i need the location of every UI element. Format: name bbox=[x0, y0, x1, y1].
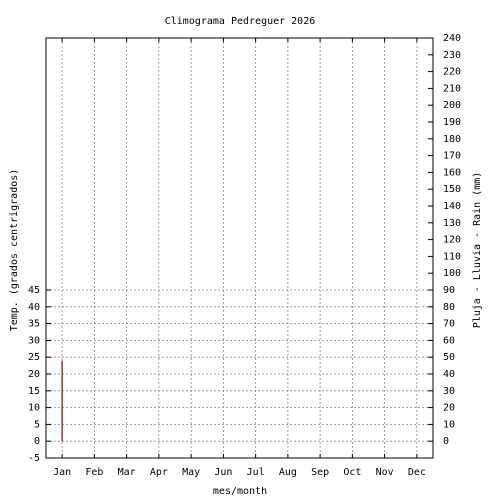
y2-tick-label: 120 bbox=[443, 235, 461, 246]
x-tick-label: Jul bbox=[247, 467, 265, 478]
y2-tick-label: 100 bbox=[443, 268, 461, 279]
y-tick-label: 25 bbox=[28, 352, 40, 363]
y2-tick-label: 150 bbox=[443, 184, 461, 195]
y2-tick-label: 90 bbox=[443, 285, 455, 296]
y-tick-label: -5 bbox=[28, 453, 40, 464]
y-tick-label: 5 bbox=[34, 419, 40, 430]
plot-frame bbox=[45, 37, 434, 459]
y2-tick-label: 110 bbox=[443, 251, 461, 262]
y2-tick-label: 190 bbox=[443, 117, 461, 128]
x-tick-label: Apr bbox=[150, 467, 168, 478]
y2-tick-label: 10 bbox=[443, 419, 455, 430]
y-tick-label: 35 bbox=[28, 319, 40, 330]
y-tick-label: 30 bbox=[28, 335, 40, 346]
y2-tick-label: 170 bbox=[443, 151, 461, 162]
y2-tick-label: 240 bbox=[443, 33, 461, 44]
y-tick-label: 0 bbox=[34, 436, 40, 447]
x-tick-label: Dec bbox=[408, 467, 426, 478]
y-tick-label: 15 bbox=[28, 386, 40, 397]
y-tick-label: 45 bbox=[28, 285, 40, 296]
y2-tick-label: 40 bbox=[443, 369, 455, 380]
y2-tick-label: 60 bbox=[443, 335, 455, 346]
x-tick-label: Jan bbox=[53, 467, 71, 478]
x-tick-label: May bbox=[182, 467, 200, 478]
chart-title: Climograma Pedreguer 2026 bbox=[165, 16, 316, 27]
x-tick-label: Sep bbox=[311, 467, 329, 478]
x-tick-label: Oct bbox=[343, 467, 361, 478]
y2-tick-label: 200 bbox=[443, 100, 461, 111]
y2-tick-label: 140 bbox=[443, 201, 461, 212]
y-tick-label: 20 bbox=[28, 369, 40, 380]
y2-tick-label: 220 bbox=[443, 67, 461, 78]
y2-tick-label: 20 bbox=[443, 403, 455, 414]
y2-tick-label: 30 bbox=[443, 386, 455, 397]
y2-tick-label: 130 bbox=[443, 218, 461, 229]
y2-axis-label: Pluja - Lluvia - Rain (mm) bbox=[472, 172, 483, 329]
y2-tick-label: 70 bbox=[443, 319, 455, 330]
y2-tick-label: 80 bbox=[443, 302, 455, 313]
x-axis-label: mes/month bbox=[213, 486, 267, 497]
y2-tick-label: 180 bbox=[443, 134, 461, 145]
y2-tick-label: 230 bbox=[443, 50, 461, 61]
y2-tick-label: 0 bbox=[443, 436, 449, 447]
y-axis-label: Temp. (grados centrigrados) bbox=[9, 169, 20, 332]
y-tick-label: 10 bbox=[28, 403, 40, 414]
x-tick-label: Nov bbox=[376, 467, 394, 478]
x-tick-label: Aug bbox=[279, 467, 297, 478]
y2-tick-label: 160 bbox=[443, 167, 461, 178]
y2-tick-label: 210 bbox=[443, 83, 461, 94]
x-tick-label: Feb bbox=[85, 467, 103, 478]
x-tick-label: Mar bbox=[118, 467, 136, 478]
y-tick-label: 40 bbox=[28, 302, 40, 313]
x-tick-label: Jun bbox=[214, 467, 232, 478]
y2-tick-label: 50 bbox=[443, 352, 455, 363]
